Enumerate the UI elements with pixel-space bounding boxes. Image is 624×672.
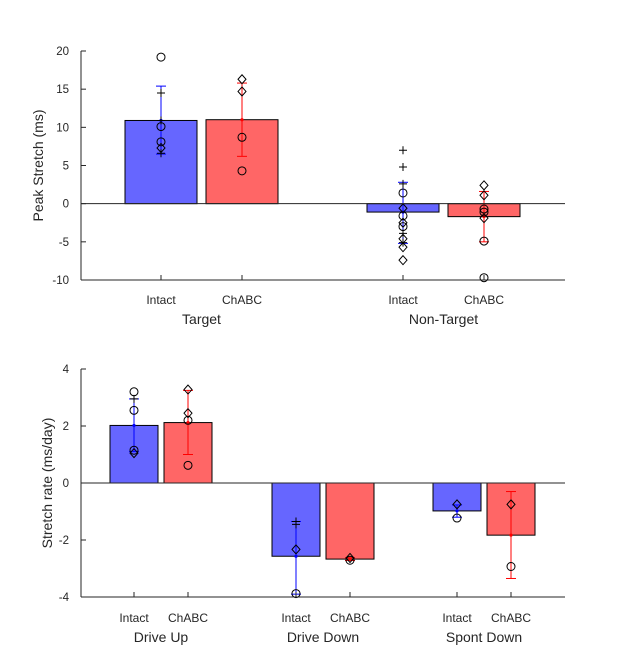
data-point bbox=[129, 445, 139, 455]
data-point bbox=[183, 384, 193, 395]
category-label: ChABC bbox=[464, 293, 504, 307]
data-point bbox=[291, 589, 301, 599]
data-point bbox=[237, 86, 247, 97]
mean-dot bbox=[132, 423, 136, 428]
data-point bbox=[183, 415, 193, 425]
category-label: ChABC bbox=[168, 611, 208, 625]
y-tick-label: 0 bbox=[63, 199, 69, 211]
data-point bbox=[130, 394, 138, 403]
data-point bbox=[129, 447, 139, 459]
group-label: Spont Down bbox=[446, 629, 522, 645]
data-point bbox=[345, 552, 355, 564]
bar-drive-down-chabc bbox=[325, 482, 375, 560]
data-point bbox=[398, 211, 408, 221]
data-point bbox=[157, 116, 165, 125]
group-label: Target bbox=[182, 311, 221, 327]
category-label: ChABC bbox=[491, 611, 531, 625]
data-point bbox=[479, 207, 489, 217]
y-tick-label: 0 bbox=[63, 478, 69, 490]
mean-dot bbox=[348, 557, 352, 561]
group-label: Non-Target bbox=[409, 311, 478, 327]
category-label: ChABC bbox=[222, 293, 262, 307]
data-point bbox=[237, 132, 247, 142]
y-tick-label: 15 bbox=[56, 84, 69, 96]
mean-dot bbox=[240, 118, 244, 122]
data-point bbox=[183, 460, 193, 470]
y-axis-label: Stretch rate (ms/day) bbox=[39, 418, 55, 549]
data-point bbox=[398, 188, 408, 198]
data-point bbox=[479, 212, 489, 224]
data-point bbox=[129, 387, 139, 397]
data-point bbox=[183, 407, 193, 419]
data-point bbox=[156, 137, 166, 147]
data-point bbox=[399, 163, 407, 172]
data-point bbox=[399, 229, 407, 238]
data-point bbox=[479, 236, 489, 246]
data-point bbox=[237, 73, 247, 85]
group-label: Drive Down bbox=[287, 629, 359, 645]
y-tick-label: -2 bbox=[59, 535, 69, 547]
y-tick-label: -4 bbox=[59, 592, 70, 604]
category-label: Intact bbox=[442, 611, 472, 625]
y-tick-label: -10 bbox=[52, 275, 69, 287]
y-tick-label: 5 bbox=[63, 161, 69, 173]
data-point bbox=[157, 88, 165, 97]
category-label: Intact bbox=[281, 611, 311, 625]
data-point bbox=[399, 146, 407, 155]
data-point bbox=[156, 122, 166, 132]
data-point bbox=[399, 179, 407, 188]
data-point bbox=[479, 273, 489, 283]
data-point bbox=[129, 405, 139, 415]
data-point bbox=[398, 217, 408, 229]
data-point bbox=[479, 180, 489, 191]
group-label: Drive Up bbox=[134, 629, 189, 645]
data-point bbox=[398, 241, 408, 253]
data-point bbox=[157, 149, 165, 158]
mean-dot bbox=[455, 509, 459, 513]
category-label: Intact bbox=[388, 293, 418, 307]
y-tick-label: -5 bbox=[59, 237, 69, 249]
data-point bbox=[452, 513, 462, 523]
data-point bbox=[398, 202, 408, 214]
data-point bbox=[506, 499, 516, 510]
data-point bbox=[452, 499, 462, 510]
y-tick-label: 20 bbox=[56, 46, 69, 58]
data-point bbox=[292, 520, 300, 529]
mean-dot bbox=[294, 554, 298, 558]
data-point bbox=[479, 190, 489, 201]
data-point bbox=[398, 254, 408, 266]
data-point bbox=[156, 52, 166, 62]
data-point bbox=[345, 555, 355, 565]
mean-dot bbox=[509, 533, 513, 537]
category-label: Intact bbox=[119, 611, 149, 625]
y-tick-label: 4 bbox=[63, 364, 70, 376]
y-axis-label: Peak Stretch (ms) bbox=[30, 109, 46, 221]
data-point bbox=[291, 544, 301, 555]
mean-dot bbox=[186, 420, 190, 425]
category-label: Intact bbox=[146, 293, 176, 307]
data-point bbox=[506, 562, 516, 572]
y-tick-label: 10 bbox=[56, 122, 69, 134]
panel-2: Intact ChABC Drive Up Intact ChABC Drive Down… bbox=[39, 364, 565, 645]
data-point bbox=[237, 166, 247, 176]
category-label: ChABC bbox=[330, 611, 370, 625]
y-tick-label: 2 bbox=[63, 421, 69, 433]
